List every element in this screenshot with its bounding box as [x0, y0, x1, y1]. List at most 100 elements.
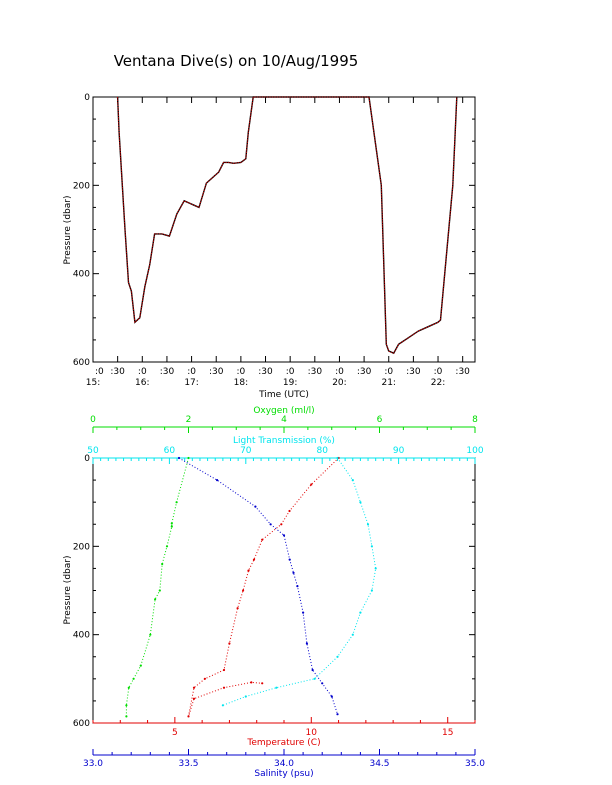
salinity-point: [321, 682, 324, 685]
profile-plot: 0 200 400 600 0 2 4 6 8 50 60 70 80 90 100 5 10 15 33.0 33.…: [63, 406, 485, 779]
salinity-profile: [178, 457, 338, 715]
salinity-point: [288, 558, 291, 561]
oxygen-point: [170, 522, 173, 525]
salinity-point: [216, 479, 219, 482]
top-xtick-label: :0: [434, 367, 443, 377]
oxygen-point: [132, 677, 135, 680]
top-xtick-label: :0: [384, 367, 393, 377]
light-transmission-point: [359, 611, 362, 614]
oxygen-point: [149, 633, 152, 636]
depth-trace-line-shadow: [116, 96, 458, 355]
oxygen-point: [127, 686, 130, 689]
salinity-tick-label: 33.0: [83, 759, 103, 769]
top-ytick-label: 400: [73, 270, 90, 280]
temperature-point: [247, 569, 250, 572]
transmission-tick-label: 60: [164, 446, 176, 456]
temperature-point: [203, 677, 206, 680]
oxygen-point: [165, 545, 169, 548]
top-xtick-label: :0: [286, 367, 295, 377]
top-xtick-label: :30: [160, 367, 175, 377]
temperature-tick-label: 5: [172, 728, 178, 738]
salinity-tick-label: 33.5: [178, 759, 198, 769]
oxygen-tick-label: 2: [186, 415, 192, 425]
temperature-point: [192, 697, 196, 700]
salinity-point: [336, 713, 339, 716]
light-transmission-profile: [222, 457, 377, 706]
temperature-point: [252, 558, 256, 561]
temperature-point: [192, 686, 196, 689]
light-transmission-point: [275, 686, 278, 689]
oxygen-tick-label: 8: [472, 415, 478, 425]
depth-time-plot: 0 200 400 600:0:30:0:30:0:30:0:30:0:30:0:30…: [63, 93, 476, 400]
oxygen-tick-label: 0: [90, 415, 96, 425]
temperature-point: [288, 509, 291, 513]
temperature-point: [242, 589, 245, 592]
oxygen-point: [125, 715, 128, 718]
oxygen-point: [187, 456, 190, 460]
temperature-point: [261, 682, 264, 685]
top-xtick-label: :30: [455, 367, 470, 377]
transmission-tick-label: 90: [393, 446, 405, 456]
bottom-ytick-label: 0: [84, 454, 90, 464]
temperature-point: [310, 483, 313, 486]
oxygen-point: [158, 589, 161, 592]
top-ytick-label: 200: [73, 181, 90, 191]
light-transmission-point: [244, 695, 247, 698]
top-xtick-label: :0: [236, 367, 245, 377]
oxygen-tick-label: 6: [377, 415, 383, 425]
temperature-point: [228, 642, 231, 645]
bottom-ylabel: Pressure (dbar): [63, 556, 73, 625]
salinity-point: [177, 456, 181, 460]
top-xtick-label: :0: [95, 367, 104, 377]
light-transmission-point: [336, 655, 339, 658]
temperature-tick-label: 15: [442, 728, 453, 738]
salinity-point: [269, 523, 272, 526]
oxygen-tick-label: 4: [281, 415, 287, 425]
depth-trace: [116, 96, 458, 355]
temperature-axis-label: Temperature (C): [246, 738, 320, 748]
salinity-point: [292, 571, 295, 574]
temperature-point: [250, 681, 253, 684]
temperature-point: [222, 686, 226, 689]
salinity-point: [254, 505, 257, 508]
figure-title: Ventana Dive(s) on 10/Aug/1995: [114, 52, 359, 70]
light-transmission-point: [370, 589, 373, 592]
profile-axes: 0 200 400 600 0 2 4 6 8 50 60 70 80 90 100 5 10 15 33.0 33.…: [73, 415, 485, 769]
light-transmission-point: [351, 479, 354, 482]
temperature-point: [280, 523, 283, 526]
top-xtick-label: :0: [335, 367, 344, 377]
depth-trace-line: [117, 96, 458, 354]
top-plot-frame: [92, 96, 476, 363]
light-transmission-point: [359, 501, 362, 504]
top-xtick-hour-label: 17:: [184, 378, 198, 388]
top-xtick-label: :30: [209, 367, 224, 377]
top-xtick-hour-label: 20:: [332, 378, 346, 388]
transmission-axis-label: Light Transmission (%): [233, 436, 335, 446]
salinity-tick-label: 34.0: [274, 759, 294, 769]
top-xtick-label: :0: [187, 367, 196, 377]
temperature-point: [261, 538, 264, 541]
temperature-point: [187, 715, 190, 718]
top-ylabel: Pressure (dbar): [63, 196, 73, 265]
top-xtick-label: :30: [406, 367, 421, 377]
bottom-plot-frame: [92, 457, 476, 724]
top-xtick-hour-label: 21:: [381, 378, 395, 388]
transmission-tick-label: 100: [466, 446, 483, 456]
top-xtick-label: :30: [357, 367, 372, 377]
top-xtick-hour-label: 18:: [234, 378, 248, 388]
salinity-point: [282, 534, 286, 537]
transmission-tick-label: 50: [87, 446, 99, 456]
salinity-point: [311, 668, 314, 672]
temperature-point: [236, 607, 239, 610]
light-transmission-point: [351, 633, 354, 636]
salinity-tick-label: 35.0: [465, 759, 485, 769]
light-transmission-point: [221, 704, 224, 707]
top-ytick-label: 0: [84, 93, 90, 103]
bottom-ytick-label: 400: [73, 631, 90, 641]
top-ytick-label: 600: [73, 358, 90, 368]
top-xtick-label: :0: [138, 367, 147, 377]
top-xtick-hour-label: 15:: [86, 378, 100, 388]
oxygen-point: [161, 562, 164, 566]
light-transmission-point: [336, 456, 339, 460]
